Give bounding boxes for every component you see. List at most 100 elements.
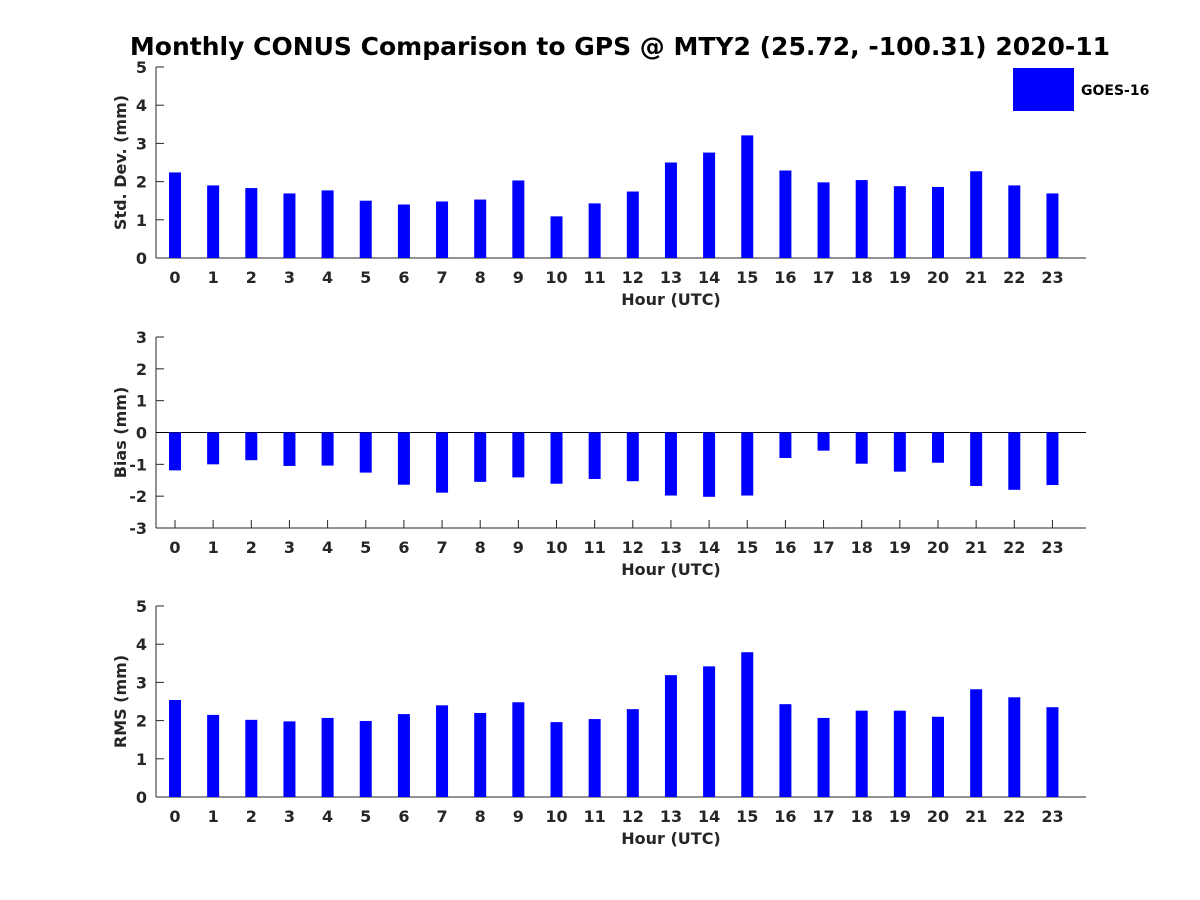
- bias-bar-hour-9: [512, 432, 525, 478]
- std-dev-x-tick-label: 15: [736, 268, 758, 287]
- std-dev-x-tick-label: 16: [774, 268, 796, 287]
- rms-bar-hour-15: [741, 652, 754, 797]
- std-dev-y-tick-label: 0: [136, 249, 147, 268]
- bias-x-tick-label: 13: [660, 538, 682, 557]
- legend-swatch: [1013, 68, 1074, 111]
- bias-x-tick-label: 15: [736, 538, 758, 557]
- rms-y-tick-label: 0: [136, 788, 147, 807]
- bias-bar-hour-21: [970, 432, 983, 486]
- std-dev-x-tick-label: 3: [284, 268, 295, 287]
- std-dev-y-tick-label: 2: [136, 173, 147, 192]
- bias-x-tick-label: 22: [1003, 538, 1025, 557]
- rms-x-tick-label: 6: [398, 807, 409, 826]
- rms-bar-hour-12: [626, 709, 639, 797]
- rms-bar-hour-10: [550, 722, 563, 797]
- rms-x-tick-label: 10: [545, 807, 567, 826]
- std-dev-x-tick-label: 2: [246, 268, 257, 287]
- rms-x-tick-label: 13: [660, 807, 682, 826]
- bias-x-tick-label: 18: [851, 538, 873, 557]
- bias-y-tick-label: -1: [129, 455, 147, 474]
- bias-bar-hour-10: [550, 432, 563, 484]
- bias-bar-hour-19: [893, 432, 906, 472]
- rms-x-tick-label: 17: [812, 807, 834, 826]
- std-dev-x-tick-label: 13: [660, 268, 682, 287]
- std-dev-x-tick-label: 7: [436, 268, 447, 287]
- rms-x-tick-label: 19: [889, 807, 911, 826]
- std-dev-x-tick-label: 17: [812, 268, 834, 287]
- rms-x-tick-label: 23: [1041, 807, 1063, 826]
- std-dev-bar-hour-15: [741, 135, 754, 258]
- rms-x-tick-label: 2: [246, 807, 257, 826]
- bias-bar-hour-16: [779, 432, 792, 458]
- std-dev-y-axis-label: Std. Dev. (mm): [111, 95, 130, 230]
- rms-bar-hour-23: [1046, 707, 1059, 797]
- std-dev-x-tick-label: 21: [965, 268, 987, 287]
- rms-bar-hour-19: [893, 710, 906, 797]
- std-dev-x-tick-label: 6: [398, 268, 409, 287]
- bias-x-tick-label: 10: [545, 538, 567, 557]
- bias-x-tick-label: 4: [322, 538, 333, 557]
- rms-x-tick-label: 11: [584, 807, 606, 826]
- std-dev-bar-hour-19: [893, 186, 906, 258]
- std-dev-bar-hour-14: [703, 152, 716, 258]
- rms-bar-hour-4: [321, 717, 334, 797]
- bias-bar-hour-15: [741, 432, 754, 496]
- std-dev-x-tick-label: 12: [622, 268, 644, 287]
- rms-x-tick-label: 0: [169, 807, 180, 826]
- rms-y-tick-label: 5: [136, 597, 147, 616]
- std-dev-bar-hour-17: [817, 182, 830, 258]
- bias-y-tick-label: -3: [129, 519, 147, 538]
- bias-y-tick-label: 3: [136, 328, 147, 347]
- bias-bar-hour-8: [474, 432, 487, 482]
- std-dev-x-axis-label: Hour (UTC): [621, 290, 721, 309]
- bias-bar-hour-0: [169, 432, 181, 471]
- bias-x-tick-label: 0: [169, 538, 180, 557]
- rms-bar-hour-0: [169, 699, 181, 797]
- rms-bar-hour-17: [817, 717, 830, 797]
- rms-x-tick-label: 21: [965, 807, 987, 826]
- bias-bar-hour-5: [359, 432, 372, 473]
- rms-bar-hour-13: [664, 675, 677, 797]
- rms-x-tick-label: 4: [322, 807, 333, 826]
- std-dev-bar-hour-10: [550, 216, 563, 258]
- std-dev-y-tick-label: 4: [136, 96, 147, 115]
- bias-x-tick-label: 12: [622, 538, 644, 557]
- rms-x-tick-label: 18: [851, 807, 873, 826]
- std-dev-bar-hour-0: [169, 172, 181, 258]
- bias-x-tick-label: 9: [513, 538, 524, 557]
- bias-y-tick-label: 2: [136, 360, 147, 379]
- rms-bar-hour-7: [436, 705, 449, 797]
- std-dev-bar-hour-7: [436, 201, 449, 258]
- std-dev-x-tick-label: 10: [545, 268, 567, 287]
- rms-x-tick-label: 9: [513, 807, 524, 826]
- rms-x-tick-label: 5: [360, 807, 371, 826]
- std-dev-bar-hour-12: [626, 191, 639, 258]
- rms-x-tick-label: 22: [1003, 807, 1025, 826]
- std-dev-bar-hour-16: [779, 170, 792, 258]
- std-dev-x-tick-label: 9: [513, 268, 524, 287]
- bias-x-tick-label: 23: [1041, 538, 1063, 557]
- std-dev-x-tick-label: 20: [927, 268, 949, 287]
- std-dev-bar-hour-13: [664, 162, 677, 258]
- bias-bar-hour-12: [626, 432, 639, 482]
- bias-bar-hour-11: [588, 432, 601, 479]
- bias-x-tick-label: 11: [584, 538, 606, 557]
- rms-x-tick-label: 16: [774, 807, 796, 826]
- std-dev-bar-hour-4: [321, 190, 334, 258]
- rms-x-tick-label: 1: [208, 807, 219, 826]
- bias-bar-hour-13: [664, 432, 677, 496]
- bias-x-tick-label: 19: [889, 538, 911, 557]
- bias-x-axis-label: Hour (UTC): [621, 560, 721, 579]
- bias-y-tick-label: -2: [129, 487, 147, 506]
- std-dev-bar-hour-18: [855, 180, 868, 258]
- std-dev-x-tick-label: 1: [208, 268, 219, 287]
- std-dev-x-tick-label: 11: [584, 268, 606, 287]
- std-dev-x-tick-label: 4: [322, 268, 333, 287]
- bias-bar-hour-20: [932, 432, 944, 463]
- rms-bar-hour-22: [1008, 697, 1021, 797]
- rms-y-tick-label: 2: [136, 712, 147, 731]
- std-dev-x-tick-label: 5: [360, 268, 371, 287]
- bias-x-tick-label: 20: [927, 538, 949, 557]
